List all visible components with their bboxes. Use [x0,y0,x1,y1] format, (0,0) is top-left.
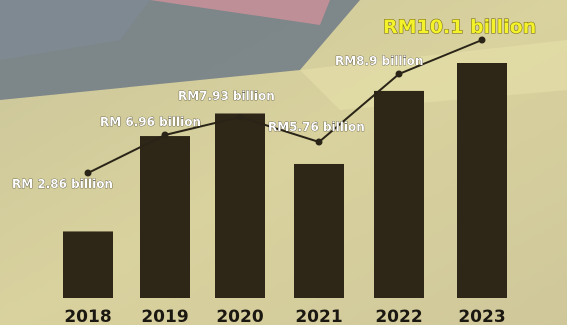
x-tick-2018: 2018 [64,307,111,325]
data-label-2023: RM10.1 billion [383,16,536,38]
data-label-2019: RM 6.96 billion [100,115,201,129]
bar-2020 [215,113,265,298]
trend-point-2022 [395,70,403,78]
x-tick-2020: 2020 [216,307,263,325]
trend-line [87,39,483,174]
trend-point-2019 [161,131,169,139]
x-tick-2021: 2021 [295,307,342,325]
data-label-2020: RM7.93 billion [178,89,275,103]
data-label-2021: RM5.76 billion [268,120,365,134]
x-tick-2023: 2023 [458,307,505,325]
x-tick-2019: 2019 [141,307,188,325]
trend-point-2018 [84,169,92,177]
bar-2021 [294,163,344,298]
bar-2018 [63,231,113,298]
bar-2019 [140,136,190,298]
trend-point-2023 [478,36,486,44]
bar-2023 [457,63,507,298]
trend-point-2020 [236,113,244,121]
x-tick-2022: 2022 [375,307,422,325]
data-label-2018: RM 2.86 billion [12,177,113,191]
data-label-2022: RM8.9 billion [335,54,423,68]
trend-point-2021 [315,138,323,146]
bar-2022 [374,90,424,298]
